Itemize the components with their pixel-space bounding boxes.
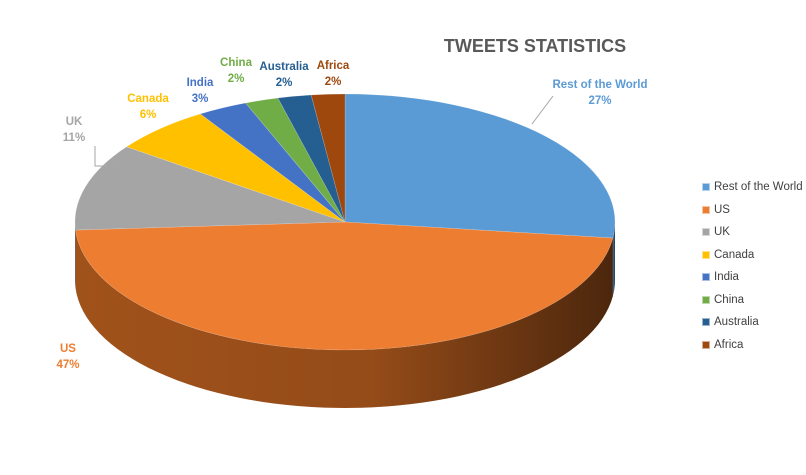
legend-label: Canada — [714, 248, 755, 261]
legend-swatch — [702, 273, 710, 282]
legend-label: China — [714, 293, 745, 306]
data-label-name-china: China — [220, 57, 253, 69]
pie-slice-canada — [125, 113, 346, 223]
legend-label: Rest of the World — [714, 181, 803, 194]
data-label-name-us: US — [60, 343, 76, 355]
data-label-name-rest-of-the-world: Rest of the World — [553, 79, 648, 91]
data-label-value-africa: 2% — [325, 76, 342, 88]
legend-swatch — [702, 295, 710, 304]
data-label-name-india: India — [187, 77, 214, 89]
legend-swatch — [702, 205, 710, 214]
data-label-value-uk: 11% — [63, 132, 85, 144]
data-label-value-canada: 6% — [140, 109, 157, 121]
pie-slice-china — [245, 97, 346, 223]
pie-slice-uk — [74, 146, 346, 231]
data-label-value-india: 3% — [192, 93, 209, 105]
pie-side-shade — [75, 230, 613, 408]
legend-swatch — [702, 228, 710, 237]
legend-swatch — [702, 318, 710, 327]
pie-top-layer — [74, 93, 616, 351]
legend-label: UK — [714, 226, 730, 239]
data-labels: Rest of the World 27% US 47% UK 11% Canada 6% In… — [56, 57, 647, 371]
pie-slice-rest-of-the-world — [344, 93, 616, 239]
legend-item-us: US — [702, 199, 803, 222]
legend-item-canada: Canada — [702, 244, 803, 267]
pie-side-shade — [612, 222, 615, 297]
data-label-name-africa: Africa — [317, 60, 350, 72]
legend-label: India — [714, 271, 739, 284]
legend-swatch — [702, 183, 710, 192]
pie-slice-africa — [310, 93, 346, 223]
legend-label: Africa — [714, 338, 744, 351]
legend-swatch — [702, 340, 710, 349]
pie-slice-australia — [277, 94, 346, 223]
data-label-value-australia: 2% — [276, 77, 293, 89]
leader-line-uk — [94, 146, 118, 167]
legend-label: US — [714, 203, 730, 216]
legend-label: Australia — [714, 316, 759, 329]
data-label-name-canada: Canada — [127, 93, 169, 105]
pie-slice-us — [75, 221, 614, 351]
pie-slice-india — [199, 102, 346, 223]
legend-item-australia: Australia — [702, 311, 803, 334]
data-label-value-us: 47% — [56, 359, 79, 371]
chart-title: TWEETS STATISTICS — [444, 36, 626, 56]
data-label-value-rest-of-the-world: 27% — [588, 95, 611, 107]
legend-item-china: China — [702, 289, 803, 312]
legend-item-india: India — [702, 266, 803, 289]
legend-item-rest-of-the-world: Rest of the World — [702, 176, 803, 199]
leader-line-rest-of-the-world — [531, 95, 554, 125]
legend-swatch — [702, 250, 710, 259]
data-label-name-uk: UK — [66, 116, 83, 128]
pie-side-layer — [75, 222, 615, 408]
pie-side-shade — [75, 222, 76, 289]
legend-item-uk: UK — [702, 221, 803, 244]
legend-item-africa: Africa — [702, 334, 803, 357]
data-label-value-china: 2% — [228, 73, 245, 85]
data-label-name-australia: Australia — [259, 61, 309, 73]
chart-legend: Rest of the World US UK Canada India China Aus… — [702, 176, 803, 356]
